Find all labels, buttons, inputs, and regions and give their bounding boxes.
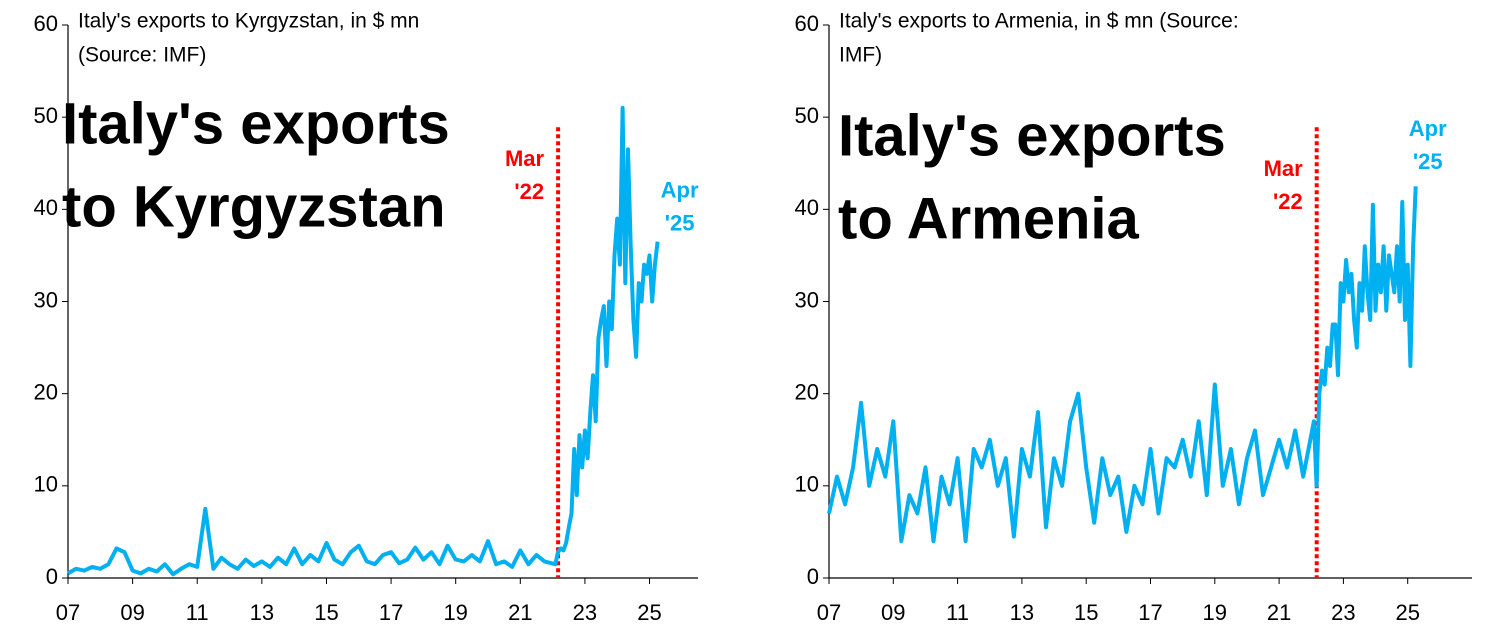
line-series	[827, 186, 1418, 544]
x-tick-label: 19	[443, 600, 467, 625]
y-tick-label: 60	[34, 11, 58, 36]
chart-title: Italy's exports to Armenia, in $ mn (Sou…	[839, 10, 1239, 33]
y-tick-label: 10	[34, 472, 58, 497]
x-tick-label: 17	[379, 600, 403, 625]
y-tick-label: 50	[34, 103, 58, 128]
big-annotation: to Armenia	[838, 186, 1140, 251]
x-tick-label: 07	[56, 600, 80, 625]
big-annotation: to Kyrgyzstan	[62, 174, 446, 239]
x-tick-label: 13	[250, 600, 274, 625]
x-tick-label: 11	[946, 600, 969, 625]
x-tick-label: 17	[1138, 600, 1162, 625]
x-tick-label: 23	[1331, 600, 1355, 625]
y-tick-label: 20	[795, 379, 819, 404]
big-annotation: Italy's exports	[62, 91, 450, 156]
end-label: Apr	[661, 177, 699, 202]
y-tick-label: 40	[795, 195, 819, 220]
y-tick-label: 40	[34, 195, 58, 220]
x-tick-label: 25	[1395, 600, 1419, 625]
y-tick-label: 0	[807, 564, 819, 589]
x-tick-label: 13	[1010, 600, 1034, 625]
y-tick-label: 0	[46, 564, 58, 589]
event-label: '22	[514, 179, 544, 204]
y-tick-label: 30	[34, 287, 58, 312]
line-series	[67, 105, 660, 577]
y-tick-label: 50	[795, 103, 819, 128]
end-label: Apr	[1409, 116, 1447, 141]
y-tick-label: 10	[795, 472, 819, 497]
x-tick-label: 19	[1203, 600, 1227, 625]
x-tick-label: 15	[1074, 600, 1098, 625]
x-tick-label: 09	[120, 600, 144, 625]
y-tick-label: 60	[795, 11, 819, 36]
y-tick-label: 30	[795, 287, 819, 312]
x-tick-label: 09	[881, 600, 905, 625]
event-label: '22	[1273, 189, 1303, 214]
y-tick-label: 20	[34, 379, 58, 404]
x-tick-label: 25	[637, 600, 661, 625]
chart-subtitle: IMF)	[839, 44, 882, 67]
x-tick-label: 15	[314, 600, 338, 625]
end-label: '25	[665, 210, 695, 235]
event-label: Mar	[1264, 156, 1304, 181]
x-tick-label: 23	[573, 600, 597, 625]
x-tick-label: 21	[1267, 600, 1291, 625]
x-tick-label: 11	[186, 600, 209, 625]
event-label: Mar	[505, 146, 545, 171]
chart-subtitle: (Source: IMF)	[78, 44, 206, 67]
chart-title: Italy's exports to Kyrgyzstan, in $ mn	[78, 10, 419, 33]
x-tick-label: 07	[817, 600, 841, 625]
big-annotation: Italy's exports	[838, 103, 1226, 168]
end-label: '25	[1413, 149, 1443, 174]
x-tick-label: 21	[508, 600, 532, 625]
